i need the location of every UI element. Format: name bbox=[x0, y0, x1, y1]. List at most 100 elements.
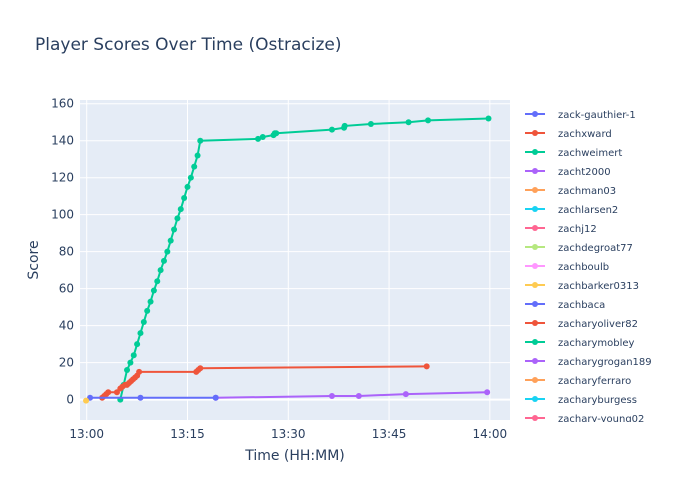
data-point bbox=[154, 278, 161, 285]
data-point bbox=[134, 341, 141, 348]
legend-label: zachbaca bbox=[558, 300, 605, 311]
legend-item[interactable]: zachbarker0313 bbox=[525, 281, 639, 292]
data-point bbox=[181, 195, 188, 202]
legend-item[interactable]: zacht2000 bbox=[525, 167, 611, 178]
data-point bbox=[197, 365, 204, 372]
data-point bbox=[105, 389, 112, 396]
legend[interactable]: zack-gauthier-1 zachxward zachweimert zacht… bbox=[525, 110, 652, 425]
x-axis-label: Time (HH:MM) bbox=[244, 448, 345, 464]
legend-swatch-marker bbox=[532, 301, 538, 307]
data-point bbox=[167, 237, 174, 244]
legend-label: zacht2000 bbox=[558, 167, 611, 178]
legend-item[interactable]: zachman03 bbox=[525, 186, 616, 197]
data-point bbox=[164, 248, 171, 255]
data-point bbox=[177, 206, 184, 213]
data-point bbox=[157, 267, 164, 274]
x-tick-label: 13:30 bbox=[271, 427, 306, 441]
data-point bbox=[147, 298, 154, 305]
data-point bbox=[137, 394, 144, 401]
legend-swatch-marker bbox=[532, 396, 538, 402]
legend-swatch-marker bbox=[532, 206, 538, 212]
data-point bbox=[328, 392, 335, 399]
data-point bbox=[255, 135, 262, 142]
data-point bbox=[140, 318, 147, 325]
data-point bbox=[83, 397, 90, 404]
legend-label: zachbarker0313 bbox=[558, 281, 639, 292]
legend-item[interactable]: zacharyburgess bbox=[525, 395, 637, 406]
data-point bbox=[174, 215, 181, 222]
data-point bbox=[187, 174, 194, 181]
legend-item[interactable]: zacharygrogan189 bbox=[525, 357, 652, 368]
legend-label: zachj12 bbox=[558, 224, 597, 235]
legend-item[interactable]: zachj12 bbox=[525, 224, 597, 235]
y-tick-labels: 0 20 40 60 80 100 120 140 160 bbox=[51, 97, 74, 407]
data-point bbox=[328, 126, 335, 133]
legend-item[interactable]: zachlarsen2 bbox=[525, 205, 618, 216]
legend-item[interactable]: zacharyferraro bbox=[525, 376, 631, 387]
series-zachbaca bbox=[87, 394, 219, 401]
legend-swatch-marker bbox=[532, 168, 538, 174]
y-axis-label: Score bbox=[26, 240, 42, 279]
data-point bbox=[127, 359, 134, 366]
legend-item[interactable]: zacharyoliver82 bbox=[525, 319, 638, 330]
data-point bbox=[144, 307, 151, 314]
data-point bbox=[423, 363, 430, 370]
y-tick-label: 20 bbox=[59, 356, 74, 370]
legend-swatch-marker bbox=[532, 187, 538, 193]
legend-swatch-marker bbox=[532, 244, 538, 250]
legend-swatch-marker bbox=[532, 225, 538, 231]
legend-swatch-marker bbox=[532, 111, 538, 117]
data-point bbox=[191, 163, 198, 170]
legend-label: zacharyoliver82 bbox=[558, 319, 638, 330]
legend-item[interactable]: zachary-young02 bbox=[525, 414, 644, 425]
y-tick-label: 60 bbox=[59, 282, 74, 296]
legend-items: zack-gauthier-1 zachxward zachweimert zacht… bbox=[525, 110, 652, 425]
data-point bbox=[341, 122, 348, 129]
legend-swatch-marker bbox=[532, 130, 538, 136]
legend-item[interactable]: zachdegroat77 bbox=[525, 243, 633, 254]
legend-item[interactable]: zachweimert bbox=[525, 148, 622, 159]
legend-item[interactable]: zachboulb bbox=[525, 262, 609, 273]
chart-title: Player Scores Over Time (Ostracize) bbox=[35, 35, 342, 55]
data-point bbox=[136, 368, 143, 375]
data-point bbox=[273, 130, 280, 137]
data-point bbox=[425, 117, 432, 124]
legend-swatch-marker bbox=[532, 358, 538, 364]
legend-label: zachboulb bbox=[558, 262, 609, 273]
data-point bbox=[194, 152, 201, 159]
legend-label: zachlarsen2 bbox=[558, 205, 618, 216]
legend-label: zacharyferraro bbox=[558, 376, 631, 387]
legend-label: zachweimert bbox=[558, 148, 622, 159]
x-tick-label: 13:15 bbox=[170, 427, 205, 441]
legend-label: zachman03 bbox=[558, 186, 616, 197]
data-point bbox=[405, 119, 412, 126]
data-point bbox=[485, 115, 492, 122]
x-tick-labels: 13:00 13:15 13:30 13:45 14:00 bbox=[69, 427, 507, 441]
legend-label: zacharyburgess bbox=[558, 395, 637, 406]
data-point bbox=[171, 226, 178, 233]
data-point bbox=[484, 389, 491, 396]
series-zacharymobley bbox=[117, 115, 492, 403]
data-point bbox=[402, 391, 409, 398]
legend-swatch-marker bbox=[532, 282, 538, 288]
data-point bbox=[184, 183, 191, 190]
y-tick-label: 140 bbox=[51, 134, 74, 148]
data-point bbox=[367, 121, 374, 128]
data-point bbox=[150, 287, 157, 294]
legend-item[interactable]: zacharymobley bbox=[525, 338, 635, 349]
legend-item[interactable]: zachxward bbox=[525, 129, 612, 140]
legend-label: zachdegroat77 bbox=[558, 243, 633, 254]
y-tick-label: 100 bbox=[51, 208, 74, 222]
y-tick-label: 40 bbox=[59, 319, 74, 333]
legend-swatch-marker bbox=[532, 149, 538, 155]
y-tick-label: 120 bbox=[51, 171, 74, 185]
data-point bbox=[355, 392, 362, 399]
legend-label: zachxward bbox=[558, 129, 612, 140]
data-point bbox=[259, 133, 266, 140]
legend-item[interactable]: zachbaca bbox=[525, 300, 605, 311]
data-point bbox=[130, 352, 137, 359]
legend-item[interactable]: zack-gauthier-1 bbox=[525, 110, 636, 121]
legend-label: zacharygrogan189 bbox=[558, 357, 652, 368]
y-tick-label: 0 bbox=[66, 393, 74, 407]
data-point bbox=[160, 257, 167, 264]
